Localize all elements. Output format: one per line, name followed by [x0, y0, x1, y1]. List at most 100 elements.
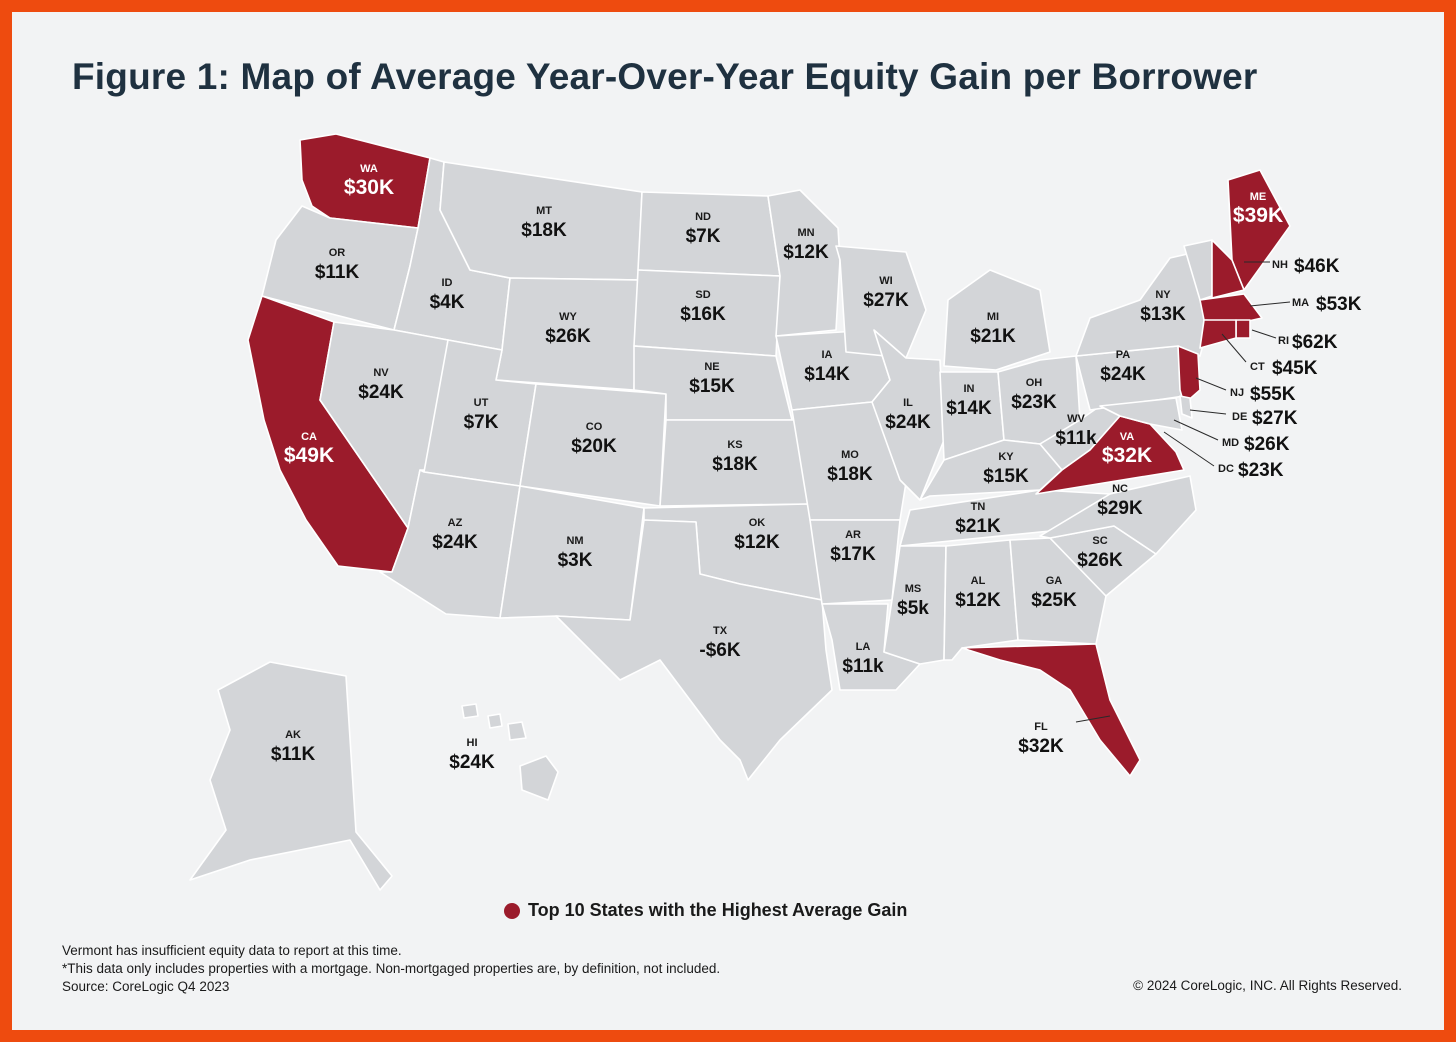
state-abbr: CO	[586, 421, 603, 433]
state-value: $13K	[1140, 304, 1186, 325]
state-value: $26K	[1077, 550, 1123, 571]
state-value: $39K	[1233, 204, 1283, 227]
copyright: © 2024 CoreLogic, INC. All Rights Reserv…	[1133, 978, 1402, 993]
state-value: $21K	[955, 516, 1001, 537]
state-value: $27K	[863, 290, 909, 311]
state-value: $26K	[1244, 434, 1290, 455]
state-abbr: AK	[285, 729, 301, 741]
state-value: $5k	[897, 598, 929, 619]
state-abbr: IN	[964, 383, 975, 395]
state-abbr: ND	[695, 211, 711, 223]
state-value: $12K	[783, 242, 829, 263]
state-abbr: NE	[704, 361, 719, 373]
leader-lines	[1075, 261, 1291, 723]
state-abbr: TX	[713, 625, 728, 637]
state-value: $14K	[946, 398, 992, 419]
state-value: $46K	[1294, 256, 1340, 277]
state-value: $62K	[1292, 332, 1338, 353]
state-value: $18K	[712, 454, 758, 475]
state-value: $55K	[1250, 384, 1296, 405]
state-value: $7K	[686, 226, 721, 247]
state-abbr: MD	[1222, 437, 1239, 449]
state-abbr: KY	[998, 451, 1014, 463]
footnote-source: Source: CoreLogic Q4 2023	[62, 979, 230, 994]
state-abbr: HI	[467, 737, 478, 749]
state-value: $3K	[558, 550, 593, 571]
page-title: Figure 1: Map of Average Year-Over-Year …	[72, 56, 1258, 97]
legend: Top 10 States with the Highest Average G…	[504, 900, 907, 921]
state-NC	[1039, 475, 1197, 555]
state-abbr: VA	[1120, 431, 1135, 443]
state-HI	[461, 703, 559, 801]
state-abbr: MS	[905, 583, 922, 595]
state-value: $12K	[955, 590, 1001, 611]
state-value: $12K	[734, 532, 780, 553]
state-abbr: MT	[536, 205, 552, 217]
state-abbr: ME	[1250, 191, 1267, 203]
state-value: $23K	[1238, 460, 1284, 481]
state-abbr: IL	[903, 397, 913, 409]
state-value: $24K	[358, 382, 404, 403]
footnotes: Vermont has insufficient equity data to …	[62, 942, 720, 996]
state-WY	[495, 277, 639, 391]
state-abbr: PA	[1116, 349, 1131, 361]
footnote-vermont: Vermont has insufficient equity data to …	[62, 943, 402, 958]
state-abbr: FL	[1034, 721, 1048, 733]
legend-label: Top 10 States with the Highest Average G…	[528, 900, 908, 920]
state-MO	[791, 401, 909, 521]
state-value: -$6K	[699, 640, 740, 661]
state-value: $26K	[545, 326, 591, 347]
state-ME	[1227, 169, 1291, 291]
state-value: $24K	[449, 752, 495, 773]
state-CT	[1199, 319, 1237, 349]
state-abbr: NY	[1155, 289, 1171, 301]
state-value: $24K	[885, 412, 931, 433]
state-abbr: MA	[1292, 297, 1309, 309]
state-abbr: TN	[971, 501, 986, 513]
state-abbr: KS	[727, 439, 742, 451]
state-value: $27K	[1252, 408, 1298, 429]
state-value: $24K	[1100, 364, 1146, 385]
state-value: $16K	[680, 304, 726, 325]
state-abbr: OH	[1026, 377, 1043, 389]
state-value: $24K	[432, 532, 478, 553]
state-abbr: AR	[845, 529, 861, 541]
state-abbr: ID	[442, 277, 453, 289]
state-abbr: IA	[822, 349, 833, 361]
state-abbr: LA	[856, 641, 871, 653]
state-GA	[1009, 537, 1107, 645]
state-abbr: DE	[1232, 411, 1247, 423]
state-value: $29K	[1097, 498, 1143, 519]
state-value: $15K	[983, 466, 1029, 487]
state-LA	[821, 603, 921, 691]
state-abbr: RI	[1278, 335, 1289, 347]
state-NH	[1211, 239, 1245, 299]
state-AK	[189, 661, 393, 891]
state-shapes	[189, 133, 1291, 891]
state-abbr: NM	[566, 535, 583, 547]
state-value: $23K	[1011, 392, 1057, 413]
state-abbr: NV	[373, 367, 389, 379]
state-value: $18K	[521, 220, 567, 241]
state-abbr: DC	[1218, 463, 1234, 475]
state-value: $4K	[430, 292, 465, 313]
state-MN	[767, 189, 841, 337]
state-value: $11k	[1055, 428, 1097, 449]
state-abbr: CA	[301, 431, 317, 443]
state-value: $7K	[464, 412, 499, 433]
state-NJ	[1177, 345, 1201, 405]
state-MA	[1199, 293, 1263, 323]
state-abbr: AZ	[448, 517, 463, 529]
state-abbr: AL	[971, 575, 986, 587]
state-value: $21K	[970, 326, 1016, 347]
state-abbr: NJ	[1230, 387, 1244, 399]
state-abbr: NC	[1112, 483, 1128, 495]
state-abbr: SD	[695, 289, 710, 301]
state-labels: WA$30K OR $11K CA$49K ID $4K NV $24K MT $18K…	[271, 163, 1362, 773]
state-abbr: OR	[329, 247, 346, 259]
state-value: $11K	[315, 262, 360, 283]
state-FL	[961, 643, 1141, 777]
state-TX	[555, 519, 833, 781]
